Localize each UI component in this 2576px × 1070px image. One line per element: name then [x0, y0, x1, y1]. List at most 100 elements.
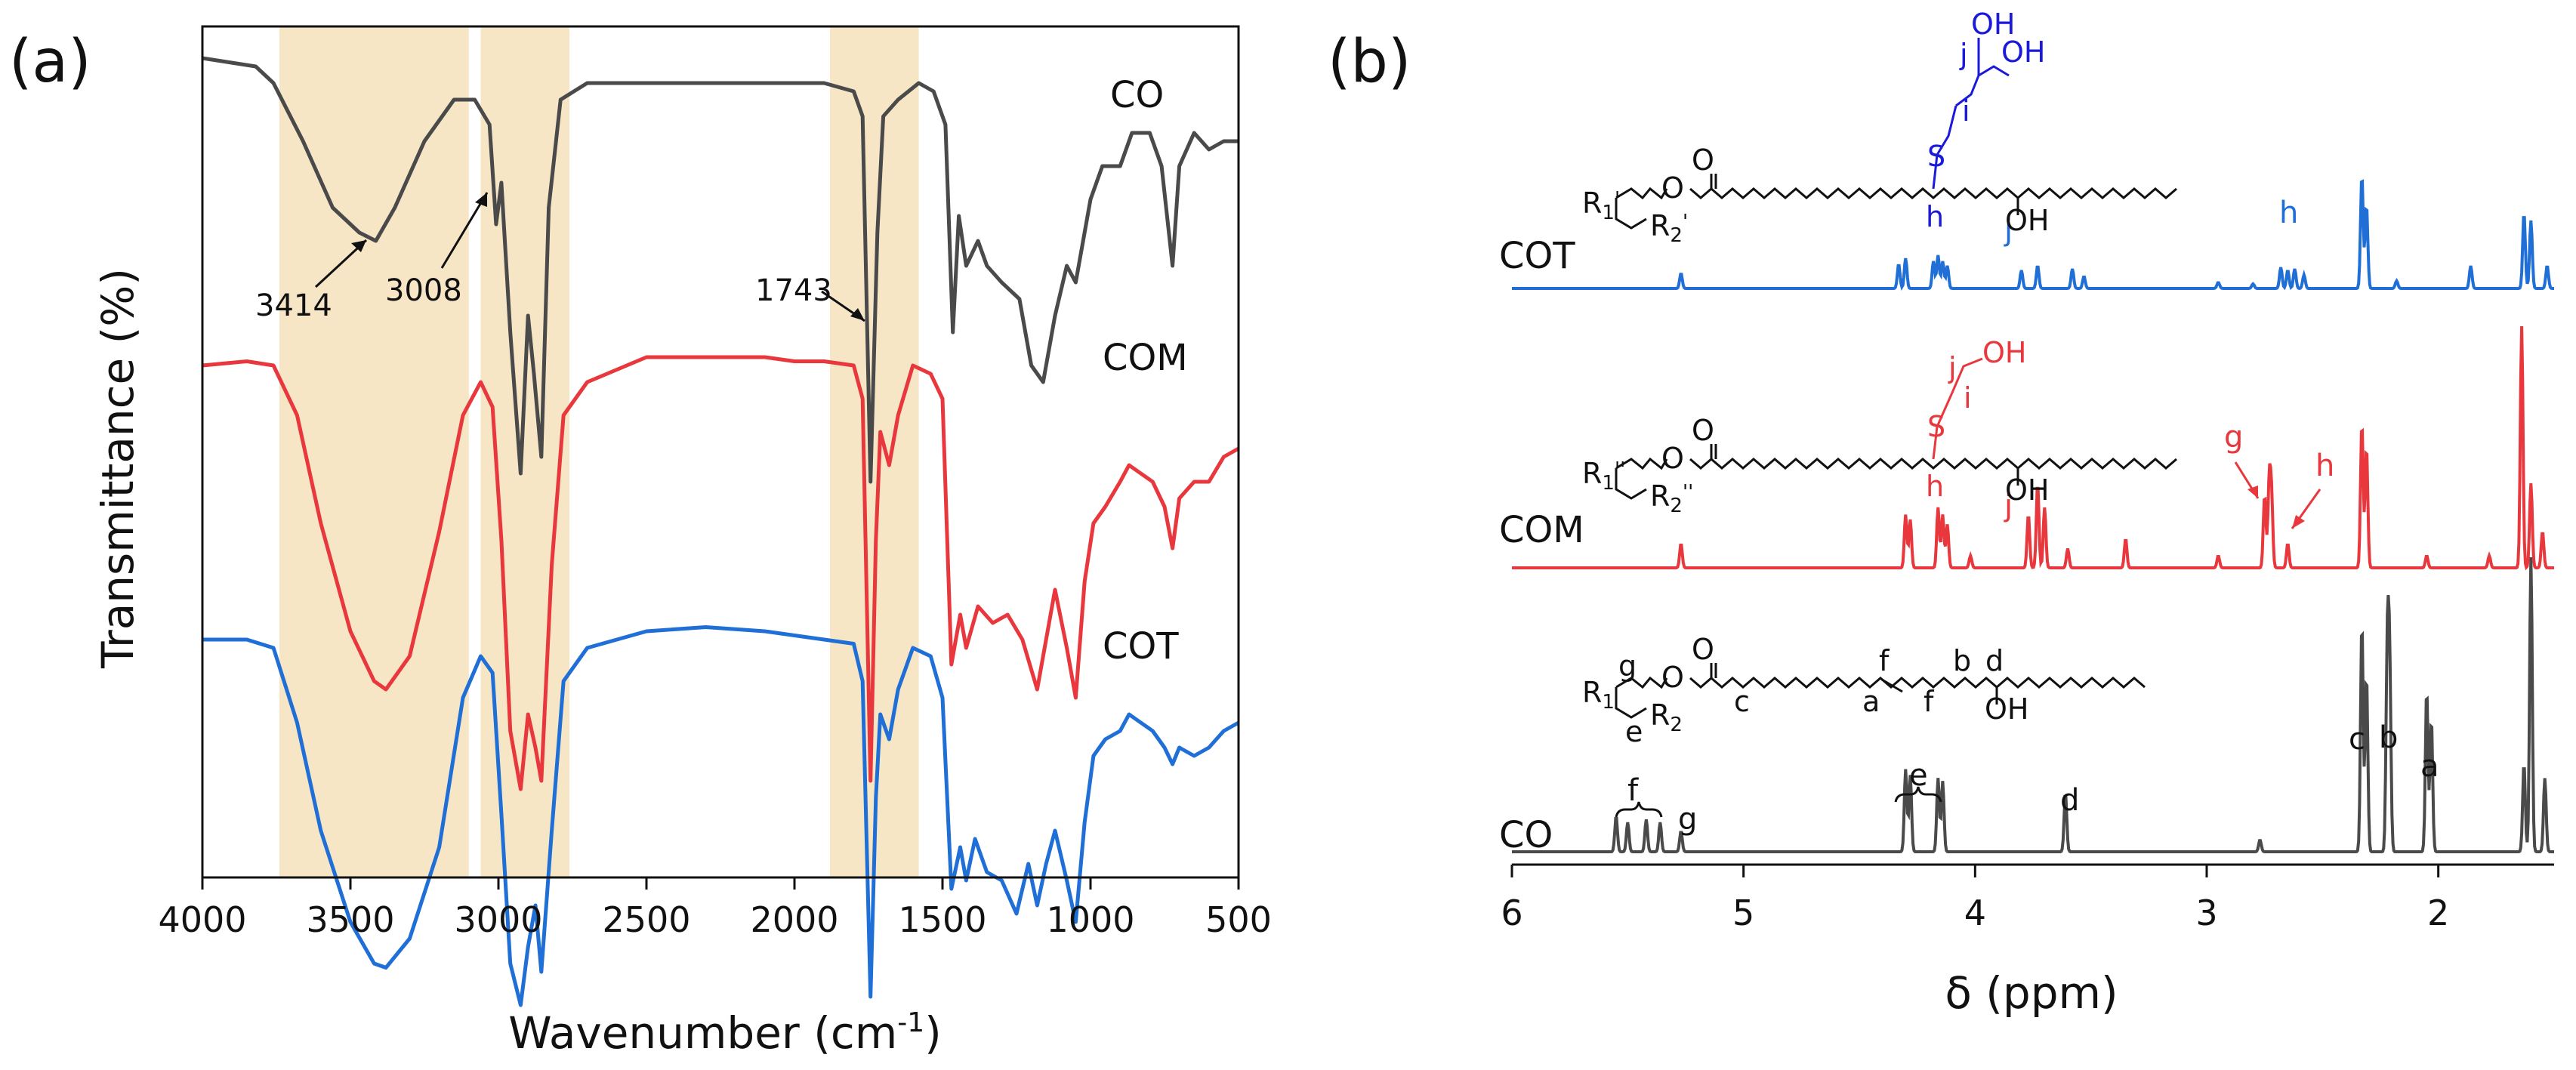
- peak-label-g: g: [1678, 802, 1697, 837]
- x-tick-label-4000: 4000: [158, 899, 246, 940]
- peak-label-f: f: [1627, 773, 1639, 808]
- co-letter-g: g: [1618, 649, 1637, 683]
- nmr-spectra-panel: 6 5 4 3 2 δ (ppm) COT COM CO f g e d c b a j…: [1499, 8, 2554, 1019]
- shaded-band-2: [830, 26, 919, 877]
- cot-oh-1: OH: [1971, 8, 2015, 41]
- cot-s: S: [1927, 140, 1945, 173]
- co-letter-a: a: [1862, 685, 1880, 718]
- series-label-co: CO: [1499, 814, 1553, 856]
- co-letter-d: d: [1985, 644, 2004, 677]
- peak-label-a: a: [2420, 749, 2439, 784]
- com-peak-label-h: h: [2315, 449, 2334, 483]
- annotation-1743-arrowhead: [850, 308, 865, 321]
- annotation-3008-arrowhead: [475, 193, 487, 207]
- co-r2: R2: [1650, 698, 1683, 736]
- com-letter-j: j: [1948, 351, 1957, 384]
- com-o-carbonyl: O: [1692, 414, 1714, 447]
- shaded-bands: [279, 26, 919, 877]
- nmr-series-lines: [1512, 179, 2554, 853]
- nmr-line-co: [1512, 557, 2554, 853]
- x-tick-label-2000: 2000: [750, 899, 838, 940]
- cot-r1: R1': [1582, 187, 1620, 224]
- cot-oh-3: OH: [2005, 204, 2049, 237]
- x-tick-label-3000: 3000: [454, 899, 542, 940]
- x-axis-title: Wavenumber (cm-1): [508, 1007, 942, 1059]
- shaded-band-0: [279, 26, 469, 877]
- series-label-com: COM: [1103, 337, 1188, 379]
- co-letter-f-top: f: [1879, 644, 1890, 677]
- panel-b-label: (b): [1328, 28, 1411, 96]
- series-label-com: COM: [1499, 509, 1584, 551]
- co-peak-labels: f g e d c b a: [1615, 720, 2439, 837]
- cot-letter-i: i: [1962, 94, 1970, 128]
- annotation-3414: 3414: [255, 288, 332, 323]
- co-letter-c: c: [1734, 685, 1750, 718]
- x-tick-label-1000: 1000: [1046, 899, 1134, 940]
- cot-letter-j: j: [1959, 38, 1968, 71]
- cot-oh-2: OH: [2001, 35, 2045, 69]
- ir-series-lines: [202, 56, 1240, 1007]
- x-ticks: 4000 3500 3000 2500 2000 1500 1000 500: [158, 877, 1272, 940]
- ir-spectra-panel: 4000 3500 3000 2500 2000 1500 1000 500 Wavenumb…: [92, 25, 1272, 1059]
- y-axis-title: Transmittance (%): [92, 268, 143, 669]
- x-tick-label-1500: 1500: [898, 899, 986, 940]
- com-r1: R1'': [1582, 457, 1625, 495]
- peak-label-d: d: [2060, 783, 2079, 818]
- com-r2: R2'': [1650, 479, 1693, 517]
- series-label-co: CO: [1110, 74, 1164, 116]
- nmr-line-cot: [1512, 179, 2554, 291]
- com-o-ester: O: [1661, 442, 1684, 475]
- com-structure-labels: O O S OH OH j i h R1'' R2'': [1582, 336, 2049, 517]
- com-oh: OH: [1982, 336, 2026, 369]
- x-tick-label-3: 3: [2195, 893, 2217, 933]
- x-tick-label-5: 5: [1732, 893, 1754, 933]
- co-letter-f-bottom: f: [1924, 685, 1935, 718]
- axes-frame: [201, 25, 1240, 879]
- x-tick-label-2: 2: [2427, 893, 2449, 933]
- co-r1: R1: [1582, 676, 1615, 714]
- com-oh-2: OH: [2005, 473, 2049, 507]
- co-letter-e: e: [1625, 715, 1643, 748]
- brace-e: [1894, 786, 1942, 803]
- cot-o-ester: O: [1661, 171, 1684, 205]
- com-g-arrowhead: [2247, 486, 2258, 498]
- com-peak-label-j: j: [2004, 489, 2013, 523]
- x-tick-label-500: 500: [1205, 899, 1272, 940]
- annotation-3414-arrowhead: [351, 240, 366, 252]
- x-tick-label-4: 4: [1964, 893, 1986, 933]
- cot-structure-labels: O O S OH OH OH j i h R1' R2': [1582, 8, 2049, 247]
- co-o-ester: O: [1661, 661, 1684, 694]
- x-tick-label-2500: 2500: [602, 899, 690, 940]
- cot-peak-label-j: j: [2004, 213, 2013, 248]
- cot-o-carbonyl: O: [1692, 143, 1714, 177]
- cot-letter-h: h: [1926, 200, 1944, 233]
- cot-r2: R2': [1650, 209, 1688, 247]
- co-o-carbonyl: O: [1692, 633, 1714, 666]
- co-structure: [1615, 663, 2146, 719]
- x-axis-title: δ (ppm): [1945, 967, 2118, 1019]
- ir-line-cot: [202, 625, 1240, 1007]
- peak-label-c: c: [2349, 722, 2365, 757]
- co-oh: OH: [1985, 692, 2028, 726]
- com-peak-label-g: g: [2224, 420, 2243, 455]
- x-tick-label-3500: 3500: [306, 899, 394, 940]
- x-tick-label-6: 6: [1501, 893, 1522, 933]
- nmr-line-com: [1512, 325, 2554, 571]
- cot-structure: [1615, 38, 2177, 230]
- com-letter-i: i: [1964, 381, 1972, 415]
- series-label-cot: COT: [1499, 235, 1575, 277]
- brace-f: [1615, 801, 1663, 818]
- ir-line-com: [202, 355, 1240, 791]
- series-label-cot: COT: [1103, 625, 1179, 668]
- annotation-3008-arrow: [440, 192, 489, 269]
- panel-a-label: (a): [9, 28, 91, 96]
- peak-label-b: b: [2379, 720, 2398, 755]
- x-ticks: 6 5 4 3 2: [1501, 865, 2449, 933]
- com-letter-h: h: [1926, 470, 1944, 503]
- co-structure-labels: O O OH g c e a f f b d R1 R2: [1582, 633, 2028, 748]
- cot-peak-label-h: h: [2279, 196, 2298, 230]
- co-letter-b: b: [1953, 644, 1971, 677]
- com-structure: [1615, 357, 2177, 500]
- com-h-arrowhead: [2292, 515, 2305, 529]
